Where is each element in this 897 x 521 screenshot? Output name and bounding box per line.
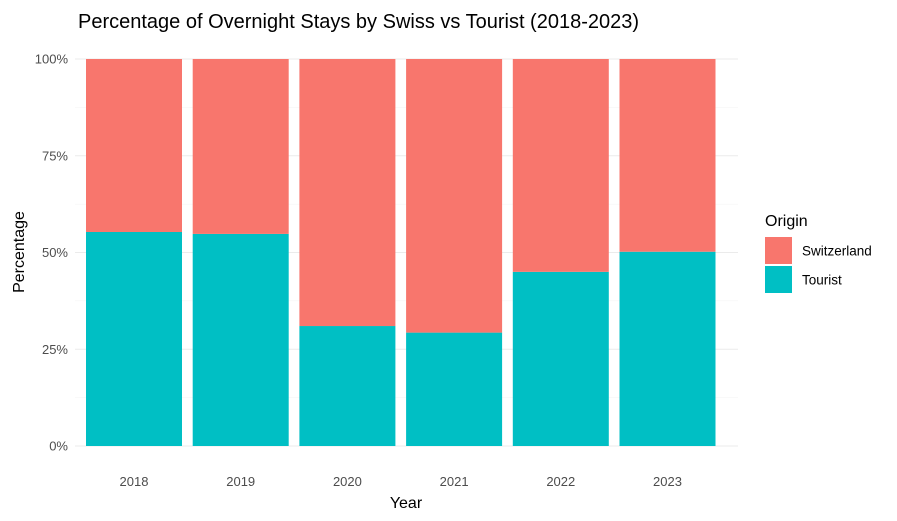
x-axis-ticks: 2018 2019 2020 2021 2022 2023 <box>120 474 682 489</box>
bar-tourist-2020 <box>299 326 396 446</box>
y-tick-label: 50% <box>42 245 68 260</box>
bar-tourist-2021 <box>406 332 503 446</box>
bar-switzerland-2021 <box>406 59 503 333</box>
bar-tourist-2019 <box>192 233 289 446</box>
legend-label-switzerland: Switzerland <box>802 244 872 259</box>
bar-tourist-2023 <box>619 251 716 446</box>
y-tick-label: 100% <box>35 52 69 67</box>
bar-tourist-2022 <box>512 271 609 446</box>
y-axis-title: Percentage <box>11 211 28 293</box>
legend-title: Origin <box>765 213 808 230</box>
bar-switzerland-2022 <box>512 59 609 272</box>
legend-label-tourist: Tourist <box>802 273 842 288</box>
y-tick-label: 25% <box>42 342 68 357</box>
bar-switzerland-2018 <box>86 59 182 232</box>
legend-key-tourist <box>765 266 792 293</box>
y-tick-label: 75% <box>42 148 68 163</box>
x-axis-title: Year <box>390 495 423 512</box>
chart-title: Percentage of Overnight Stays by Swiss v… <box>78 11 639 33</box>
x-tick-label: 2019 <box>226 474 255 489</box>
x-tick-label: 2022 <box>546 474 575 489</box>
legend: Origin Switzerland Tourist <box>765 213 872 293</box>
bar-switzerland-2020 <box>299 59 396 327</box>
x-tick-label: 2023 <box>653 474 682 489</box>
bars <box>86 59 716 446</box>
bar-switzerland-2023 <box>619 59 716 252</box>
y-axis-ticks: 0% 25% 50% 75% 100% <box>35 52 69 454</box>
bar-tourist-2018 <box>86 231 182 446</box>
legend-key-switzerland <box>765 237 792 264</box>
y-tick-label: 0% <box>49 439 68 454</box>
x-tick-label: 2020 <box>333 474 362 489</box>
x-tick-label: 2021 <box>440 474 469 489</box>
x-tick-label: 2018 <box>120 474 149 489</box>
bar-switzerland-2019 <box>192 59 289 234</box>
